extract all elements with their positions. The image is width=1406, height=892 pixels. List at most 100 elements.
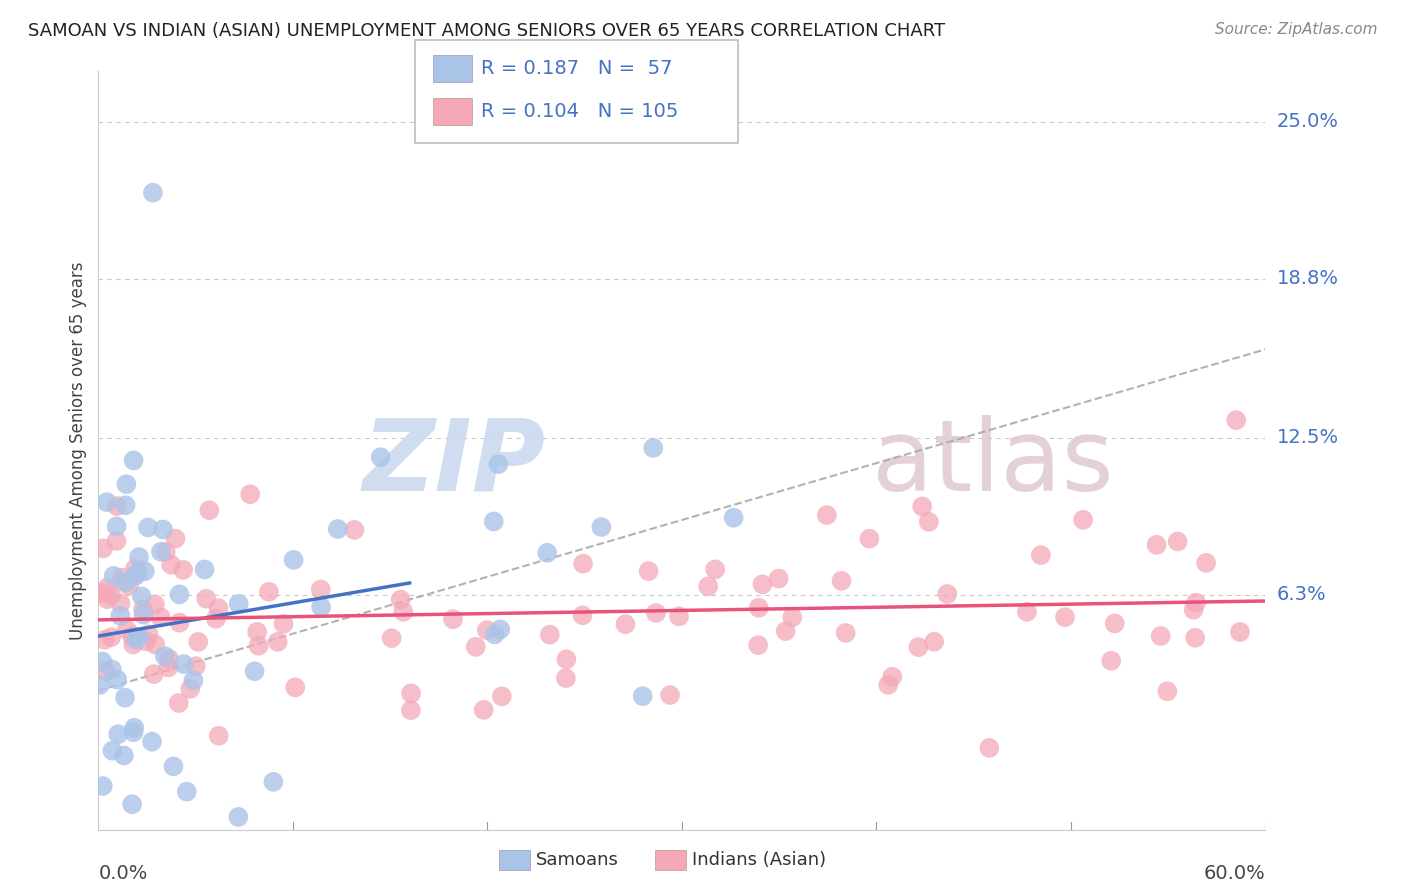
Point <box>149 545 172 559</box>
Point <box>704 562 727 576</box>
Point <box>1146 538 1168 552</box>
Point <box>160 558 183 572</box>
Point <box>472 703 495 717</box>
Point <box>91 655 114 669</box>
Point <box>247 639 270 653</box>
Text: R = 0.187   N =  57: R = 0.187 N = 57 <box>481 59 672 78</box>
Point <box>134 564 156 578</box>
Point <box>326 522 349 536</box>
Point <box>101 744 124 758</box>
Text: atlas: atlas <box>872 415 1114 512</box>
Point <box>128 630 150 644</box>
Point <box>152 523 174 537</box>
Point <box>96 592 118 607</box>
Point <box>187 635 209 649</box>
Point <box>205 612 228 626</box>
Text: 25.0%: 25.0% <box>1277 112 1339 131</box>
Point <box>782 610 804 624</box>
Text: ZIP: ZIP <box>363 415 546 512</box>
Point <box>167 696 190 710</box>
Point <box>100 630 122 644</box>
Point <box>157 651 180 665</box>
Point <box>273 616 295 631</box>
Point <box>157 660 180 674</box>
Point <box>1015 605 1038 619</box>
Point <box>127 566 149 580</box>
Point <box>165 532 187 546</box>
Point <box>262 774 284 789</box>
Point <box>121 797 143 812</box>
Point <box>911 500 934 514</box>
Point <box>114 498 136 512</box>
Point <box>284 681 307 695</box>
Point <box>555 652 578 666</box>
Point <box>1185 596 1208 610</box>
Point <box>831 574 853 588</box>
Point <box>1156 684 1178 698</box>
Point <box>141 734 163 748</box>
Point <box>399 703 422 717</box>
Point <box>107 727 129 741</box>
Point <box>142 186 165 200</box>
Point <box>96 495 118 509</box>
Point <box>124 569 146 583</box>
Point <box>89 678 111 692</box>
Point <box>101 662 124 676</box>
Text: Samoans: Samoans <box>536 851 619 869</box>
Point <box>198 503 221 517</box>
Point <box>172 563 194 577</box>
Point <box>659 688 682 702</box>
Point <box>179 681 201 696</box>
Text: SAMOAN VS INDIAN (ASIAN) UNEMPLOYMENT AMONG SENIORS OVER 65 YEARS CORRELATION CH: SAMOAN VS INDIAN (ASIAN) UNEMPLOYMENT AM… <box>28 22 945 40</box>
Point <box>128 549 150 564</box>
Point <box>1071 513 1094 527</box>
Text: Indians (Asian): Indians (Asian) <box>692 851 825 869</box>
Point <box>91 779 114 793</box>
Point <box>122 638 145 652</box>
Point <box>399 686 422 700</box>
Point <box>195 591 218 606</box>
Point <box>484 627 506 641</box>
Point <box>283 553 305 567</box>
Point <box>114 690 136 705</box>
Point <box>110 597 132 611</box>
Point <box>115 623 138 637</box>
Point <box>143 598 166 612</box>
Point <box>747 638 769 652</box>
Text: 6.3%: 6.3% <box>1277 585 1326 604</box>
Text: 0.0%: 0.0% <box>98 864 148 883</box>
Point <box>105 499 128 513</box>
Point <box>176 785 198 799</box>
Point <box>228 597 250 611</box>
Point <box>105 533 128 548</box>
Point <box>775 624 797 639</box>
Point <box>93 632 115 647</box>
Text: 12.5%: 12.5% <box>1277 428 1339 447</box>
Point <box>536 546 558 560</box>
Point <box>309 599 332 614</box>
Point <box>697 579 720 593</box>
Point <box>1184 631 1206 645</box>
Point <box>194 562 217 576</box>
Point <box>122 725 145 739</box>
Point <box>486 457 509 471</box>
Text: Source: ZipAtlas.com: Source: ZipAtlas.com <box>1215 22 1378 37</box>
Point <box>877 678 900 692</box>
Point <box>110 608 132 623</box>
Point <box>668 609 690 624</box>
Point <box>571 608 593 623</box>
Point <box>111 571 134 585</box>
Point <box>907 640 929 654</box>
Point <box>815 508 838 522</box>
Point <box>751 577 773 591</box>
Point <box>392 605 415 619</box>
Point <box>138 627 160 641</box>
Point <box>267 635 290 649</box>
Point <box>153 649 176 664</box>
Point <box>1099 654 1122 668</box>
Point <box>936 587 959 601</box>
Point <box>207 601 229 615</box>
Point <box>489 623 512 637</box>
Point <box>538 628 561 642</box>
Point <box>132 602 155 616</box>
